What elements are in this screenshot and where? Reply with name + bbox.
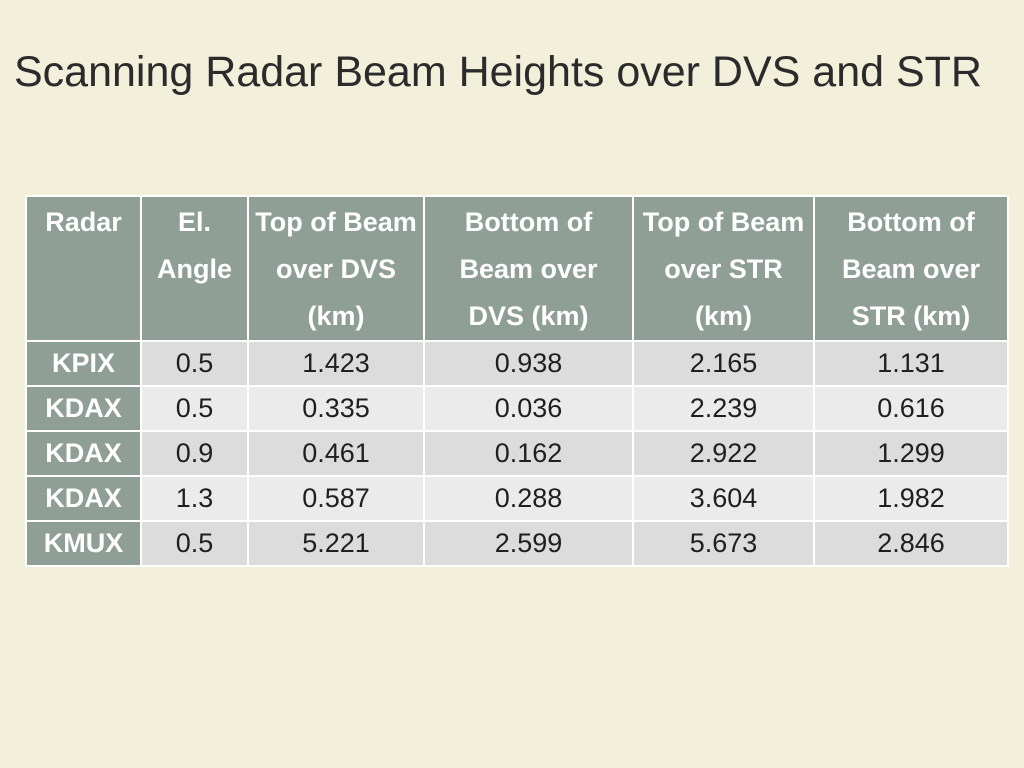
cell-top-str: 3.604 <box>632 475 815 522</box>
header-bottom-dvs: Bottom of Beam over DVS (km) <box>423 195 634 342</box>
cell-top-dvs: 0.335 <box>247 385 425 432</box>
cell-bottom-str: 0.616 <box>813 385 1009 432</box>
cell-top-dvs: 0.587 <box>247 475 425 522</box>
cell-top-str: 2.165 <box>632 340 815 387</box>
cell-top-dvs: 1.423 <box>247 340 425 387</box>
header-radar: Radar <box>25 195 142 342</box>
table-row: KMUX 0.5 5.221 2.599 5.673 2.846 <box>25 520 1009 567</box>
header-top-dvs: Top of Beam over DVS (km) <box>247 195 425 342</box>
cell-bottom-dvs: 0.036 <box>423 385 634 432</box>
cell-bottom-str: 1.131 <box>813 340 1009 387</box>
cell-radar: KDAX <box>25 430 142 477</box>
cell-el-angle: 0.5 <box>140 385 249 432</box>
cell-bottom-dvs: 2.599 <box>423 520 634 567</box>
cell-top-dvs: 5.221 <box>247 520 425 567</box>
slide-title: Scanning Radar Beam Heights over DVS and… <box>14 48 982 96</box>
cell-bottom-str: 2.846 <box>813 520 1009 567</box>
cell-el-angle: 0.5 <box>140 520 249 567</box>
table-row: KDAX 0.5 0.335 0.036 2.239 0.616 <box>25 385 1009 432</box>
cell-radar: KPIX <box>25 340 142 387</box>
table-row: KPIX 0.5 1.423 0.938 2.165 1.131 <box>25 340 1009 387</box>
cell-bottom-str: 1.299 <box>813 430 1009 477</box>
cell-bottom-str: 1.982 <box>813 475 1009 522</box>
header-el-angle: El. Angle <box>140 195 249 342</box>
table-row: KDAX 0.9 0.461 0.162 2.922 1.299 <box>25 430 1009 477</box>
cell-el-angle: 0.5 <box>140 340 249 387</box>
beam-heights-table: Radar El. Angle Top of Beam over DVS (km… <box>25 195 1009 567</box>
cell-el-angle: 0.9 <box>140 430 249 477</box>
cell-radar: KDAX <box>25 475 142 522</box>
header-bottom-str: Bottom of Beam over STR (km) <box>813 195 1009 342</box>
table-header-row: Radar El. Angle Top of Beam over DVS (km… <box>25 195 1009 342</box>
cell-top-dvs: 0.461 <box>247 430 425 477</box>
cell-el-angle: 1.3 <box>140 475 249 522</box>
cell-bottom-dvs: 0.938 <box>423 340 634 387</box>
cell-bottom-dvs: 0.162 <box>423 430 634 477</box>
cell-radar: KMUX <box>25 520 142 567</box>
table-row: KDAX 1.3 0.587 0.288 3.604 1.982 <box>25 475 1009 522</box>
header-top-str: Top of Beam over STR (km) <box>632 195 815 342</box>
cell-bottom-dvs: 0.288 <box>423 475 634 522</box>
cell-radar: KDAX <box>25 385 142 432</box>
cell-top-str: 2.922 <box>632 430 815 477</box>
cell-top-str: 5.673 <box>632 520 815 567</box>
cell-top-str: 2.239 <box>632 385 815 432</box>
